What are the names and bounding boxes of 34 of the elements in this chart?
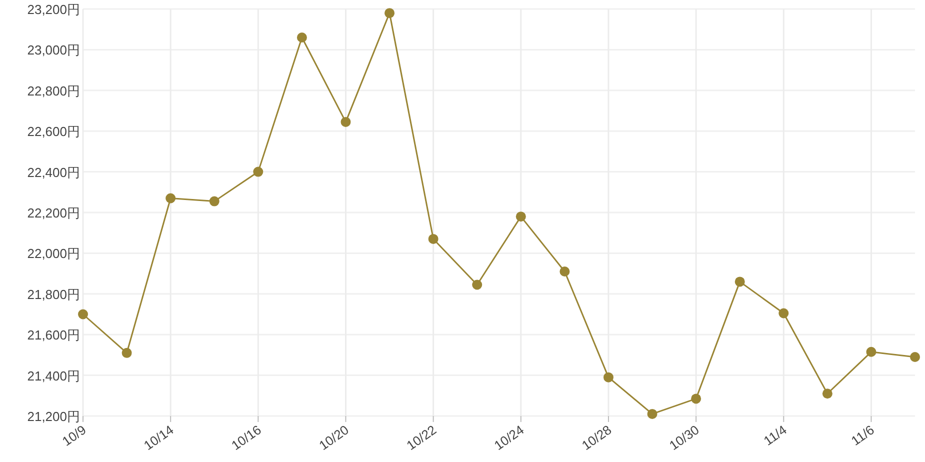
point: [910, 352, 920, 362]
point: [778, 308, 789, 318]
y-tick-label: 22,800円: [27, 83, 80, 98]
point: [647, 408, 658, 419]
y-tick-label: 22,000円: [27, 246, 80, 262]
y-tick-label: 21,200円: [27, 409, 80, 424]
y-tick-label: 21,800円: [27, 286, 80, 302]
point: [253, 166, 264, 177]
x-tick-label: 11/6: [848, 422, 877, 448]
point: [166, 193, 176, 204]
point: [78, 309, 88, 320]
y-tick-label: 23,200円: [27, 2, 80, 17]
point: [822, 388, 832, 399]
y-tick-label: 21,400円: [27, 368, 80, 384]
point: [209, 196, 220, 206]
y-tick-label: 22,200円: [27, 206, 80, 220]
point: [691, 394, 702, 404]
point: [866, 346, 876, 357]
point: [603, 372, 614, 382]
y-tick-label: 21,600円: [27, 328, 80, 343]
y-tick-label: 22,400円: [27, 164, 80, 180]
x-tick-label: 10/9: [59, 422, 89, 449]
point: [122, 348, 132, 358]
point: [734, 276, 745, 287]
point: [384, 8, 395, 18]
point: [472, 280, 482, 290]
y-tick-label: 23,000円: [27, 42, 80, 58]
x-tick-label: 11/4: [760, 422, 790, 448]
point: [560, 266, 570, 277]
point: [516, 212, 526, 222]
point: [340, 116, 351, 127]
y-tick-label: 22,600円: [27, 124, 80, 140]
point: [428, 234, 438, 244]
point: [296, 32, 307, 42]
